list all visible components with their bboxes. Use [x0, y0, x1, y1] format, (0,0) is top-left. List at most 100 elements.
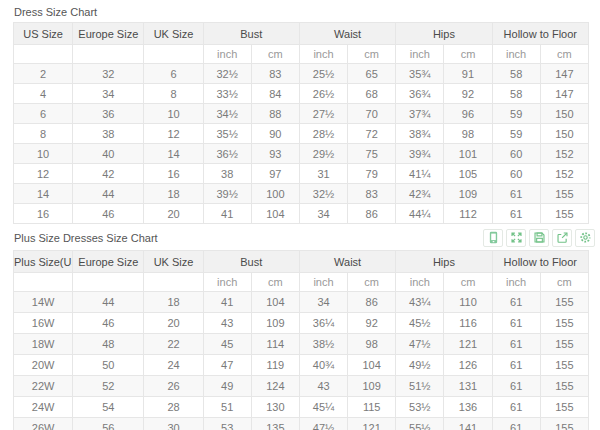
table-toolbar	[480, 229, 595, 247]
table-cell: 33½	[203, 84, 251, 104]
table-cell: 56	[73, 418, 144, 430]
table-cell: 38	[73, 124, 144, 144]
table-cell: 83	[251, 64, 299, 84]
table-cell: 124	[251, 376, 299, 397]
table-cell: 61	[492, 292, 540, 313]
table-cell: 12	[144, 124, 203, 144]
table-cell: 155	[540, 184, 588, 204]
table-cell: 2	[14, 64, 73, 84]
table-cell: 40	[73, 144, 144, 164]
table-cell: 150	[540, 124, 588, 144]
table-cell: 86	[348, 292, 396, 313]
fullscreen-button[interactable]	[506, 229, 526, 247]
unit-cell: inch	[396, 273, 444, 292]
table-cell: 72	[348, 124, 396, 144]
column-group-header: UK Size	[144, 23, 203, 45]
table-cell: 42	[73, 164, 144, 184]
table-cell: 43	[299, 376, 347, 397]
table-cell: 28	[144, 397, 203, 418]
unit-cell: inch	[492, 45, 540, 64]
column-group-header: US Size	[14, 23, 73, 45]
column-group-header: Hollow to Floor	[492, 251, 588, 273]
plus-size-header-bar: Plus Size Dresses Size Chart	[13, 225, 595, 250]
table-cell: 53	[203, 418, 251, 430]
table-cell: 10	[14, 144, 73, 164]
table-cell: 90	[251, 124, 299, 144]
table-cell: 110	[444, 292, 492, 313]
table-cell: 42¾	[396, 184, 444, 204]
table-cell: 18W	[14, 334, 73, 355]
settings-button[interactable]	[575, 229, 595, 247]
column-group-header: Waist	[299, 23, 395, 45]
column-group-header: UK Size	[144, 251, 203, 273]
export-icon	[556, 231, 569, 244]
table-cell: 79	[348, 164, 396, 184]
table-cell: 49½	[396, 355, 444, 376]
save-button[interactable]	[529, 229, 549, 247]
table-cell: 61	[492, 355, 540, 376]
table-cell: 30	[144, 418, 203, 430]
table-cell: 43	[203, 313, 251, 334]
table-cell: 121	[444, 334, 492, 355]
table-cell: 8	[144, 84, 203, 104]
table-cell: 88	[251, 104, 299, 124]
table-cell: 44¼	[396, 204, 444, 224]
table-cell: 41¼	[396, 164, 444, 184]
table-cell: 44	[73, 292, 144, 313]
table-cell: 26W	[14, 418, 73, 430]
table-cell: 34	[299, 204, 347, 224]
unit-cell: inch	[396, 45, 444, 64]
table-cell: 48	[73, 334, 144, 355]
page: Dress Size Chart US SizeEurope SizeUK Si…	[0, 0, 600, 430]
table-row: 16W46204310936¼9245½11661155	[14, 313, 589, 334]
table-row: 14441839½10032½8342¾10961155	[14, 184, 589, 204]
table-cell: 98	[444, 124, 492, 144]
table-row: 22W5226491244310951½13161155	[14, 376, 589, 397]
table-cell: 92	[444, 84, 492, 104]
table-cell: 20	[144, 313, 203, 334]
table-cell: 32½	[299, 184, 347, 204]
table-cell: 22	[144, 334, 203, 355]
table-cell: 86	[348, 204, 396, 224]
table-cell: 70	[348, 104, 396, 124]
table-cell: 28½	[299, 124, 347, 144]
table-cell: 61	[492, 184, 540, 204]
table-cell: 14	[14, 184, 73, 204]
table-cell: 36¼	[299, 313, 347, 334]
table-cell: 20W	[14, 355, 73, 376]
unit-cell: cm	[444, 273, 492, 292]
table-cell: 47½	[396, 334, 444, 355]
unit-cell: inch	[203, 273, 251, 292]
unit-cell: cm	[444, 45, 492, 64]
table-cell: 109	[348, 376, 396, 397]
table-cell: 46	[73, 204, 144, 224]
table-row: 14W441841104348643¼11061155	[14, 292, 589, 313]
table-cell: 75	[348, 144, 396, 164]
table-cell: 6	[14, 104, 73, 124]
table-cell: 61	[492, 418, 540, 430]
table-cell: 35¾	[396, 64, 444, 84]
table-cell: 147	[540, 64, 588, 84]
table-row: 434833½8426½6836¾9258147	[14, 84, 589, 104]
table-cell: 60	[492, 144, 540, 164]
table-cell: 83	[348, 184, 396, 204]
table-row: 16462041104348644¼11261155	[14, 204, 589, 224]
table-cell: 61	[492, 204, 540, 224]
table-cell: 58	[492, 64, 540, 84]
table-cell: 53½	[396, 397, 444, 418]
table-cell: 18	[144, 184, 203, 204]
unit-cell: cm	[540, 273, 588, 292]
table-cell: 31	[299, 164, 347, 184]
units-row: inchcminchcminchcminchcm	[14, 45, 589, 64]
mobile-view-button[interactable]	[483, 229, 503, 247]
export-button[interactable]	[552, 229, 572, 247]
table-cell: 38¾	[396, 124, 444, 144]
table-cell: 8	[14, 124, 73, 144]
table-cell: 126	[444, 355, 492, 376]
table-row: 6361034½8827½7037¾9659150	[14, 104, 589, 124]
column-group-header: Hollow to Floor	[492, 23, 588, 45]
units-row: inchcminchcminchcminchcm	[14, 273, 589, 292]
table-cell: 4	[14, 84, 73, 104]
table-cell: 119	[251, 355, 299, 376]
table-cell: 116	[444, 313, 492, 334]
